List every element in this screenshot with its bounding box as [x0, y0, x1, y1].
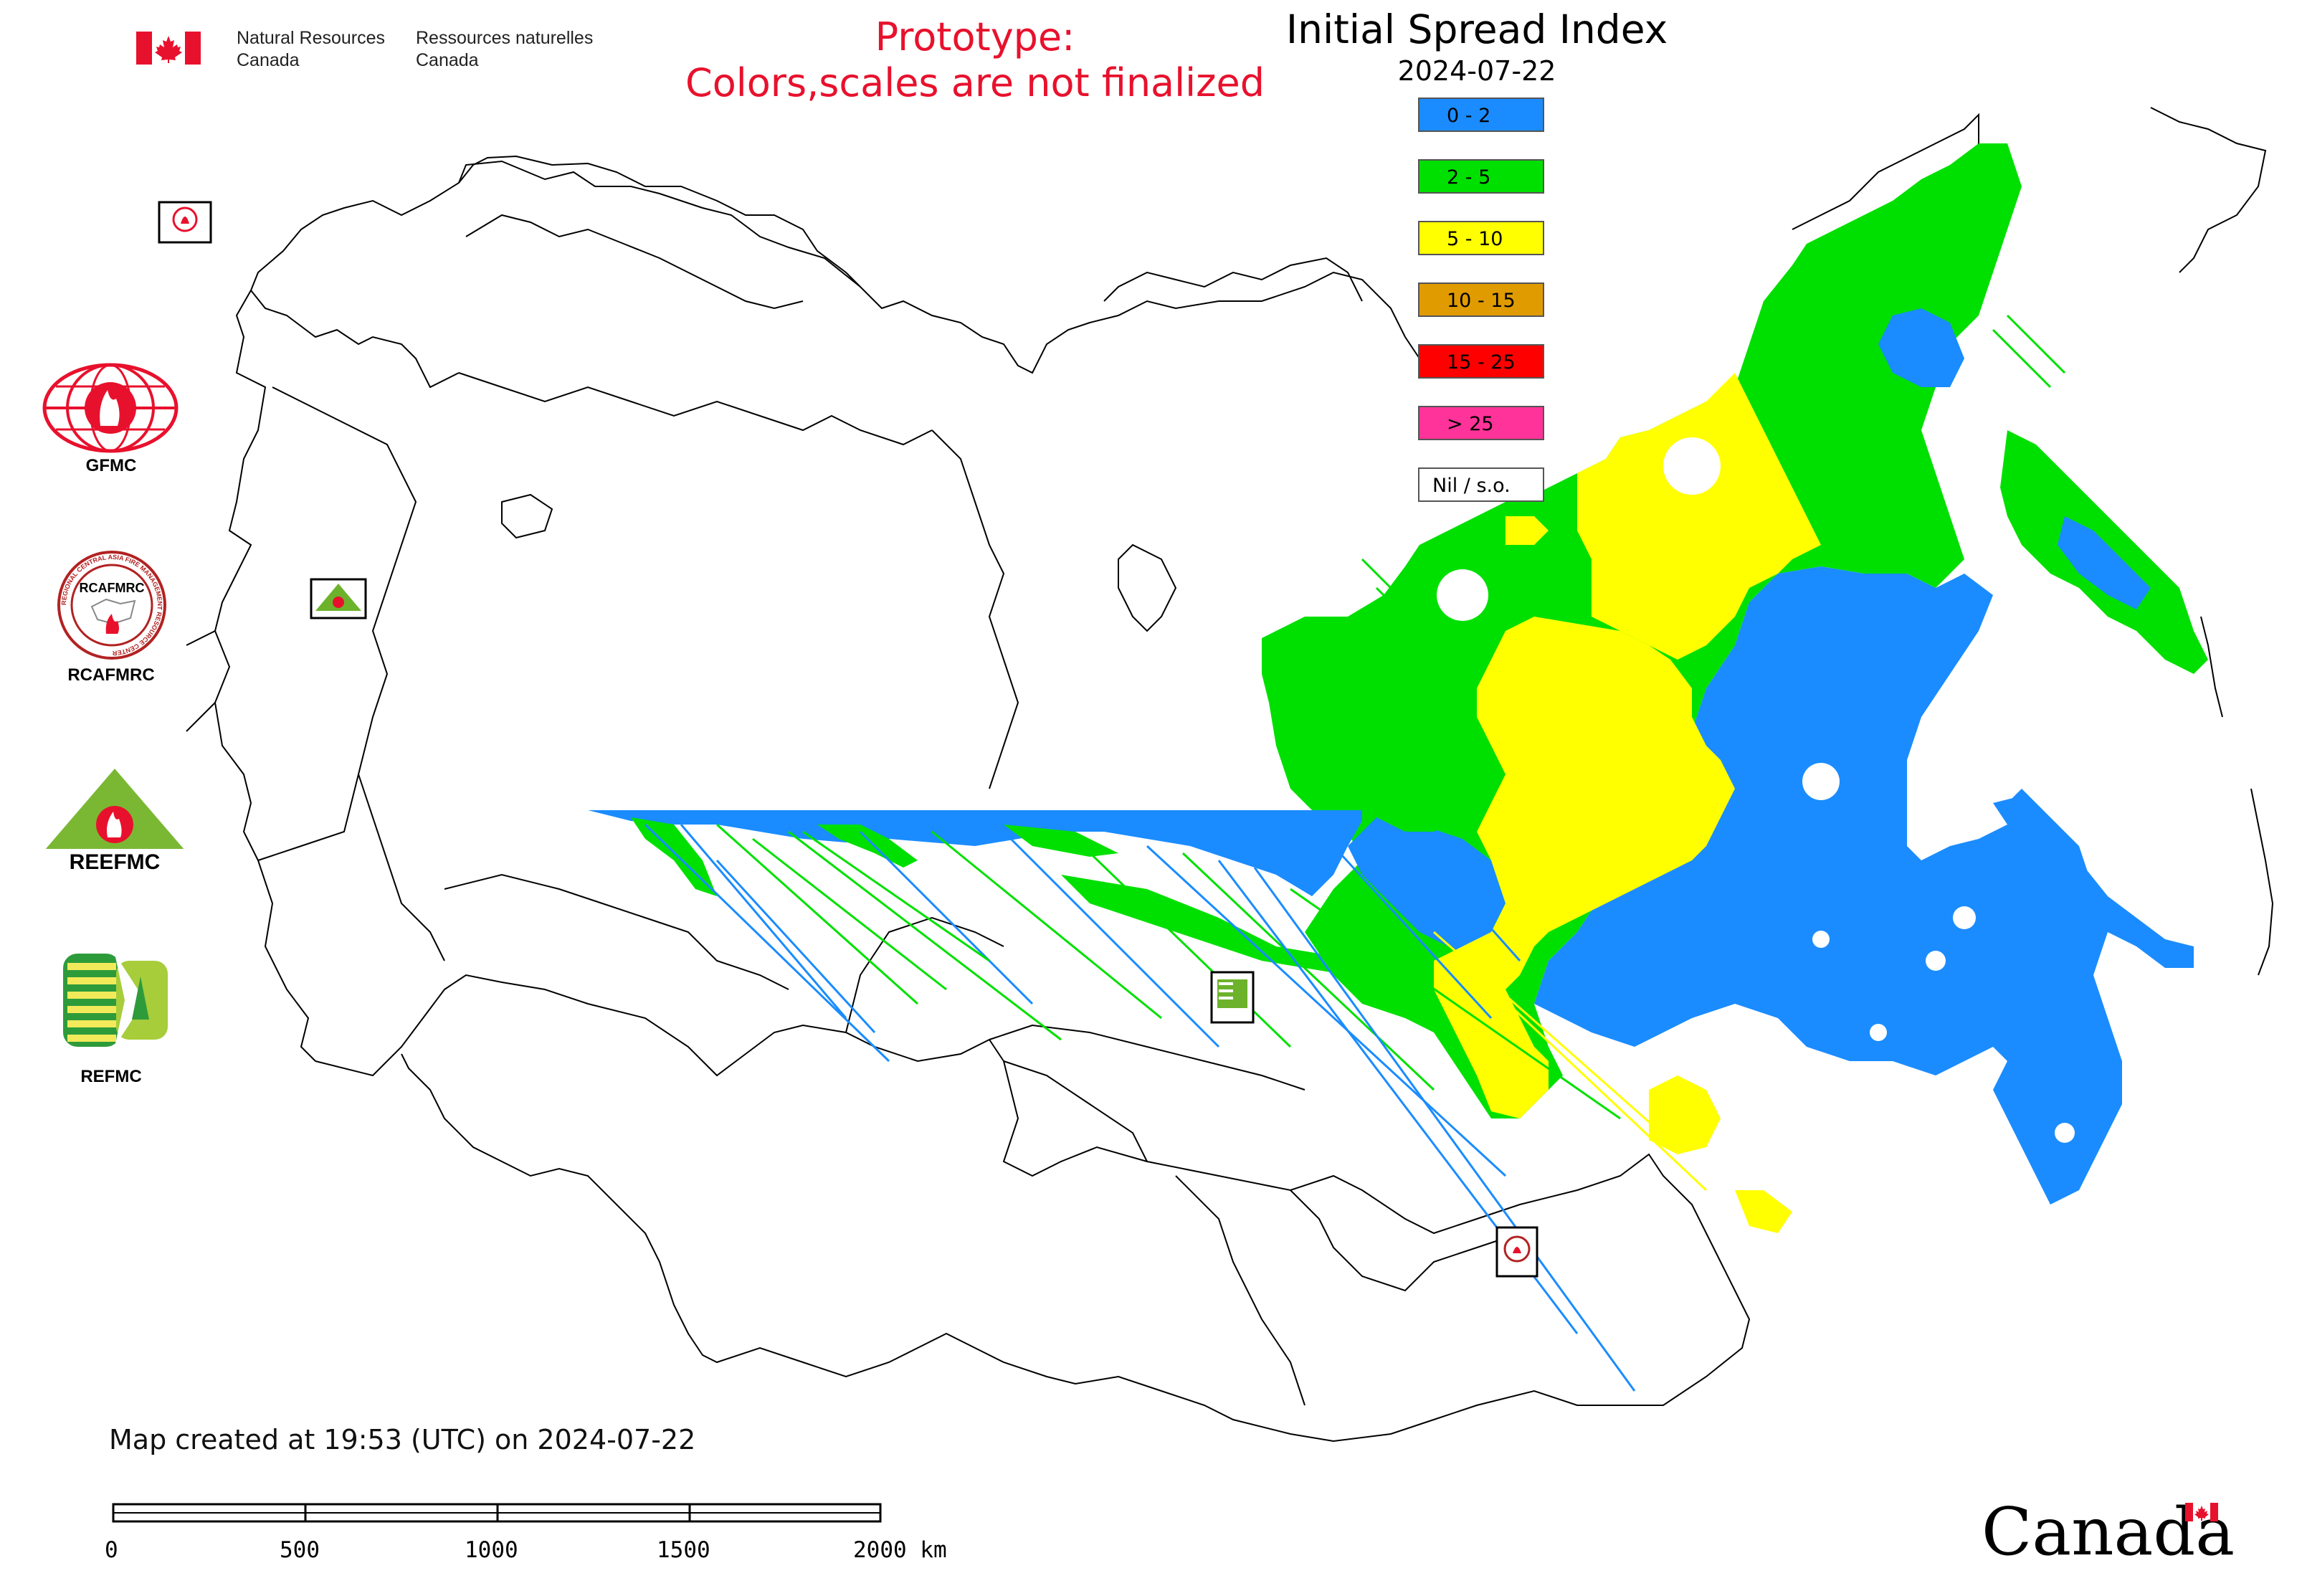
dept-en-line2: Canada — [237, 50, 300, 70]
isi-field-5-10 — [1735, 1190, 1792, 1233]
legend-label: 10 - 15 — [1447, 290, 1516, 312]
map-holes — [1437, 437, 2075, 1143]
legend-item-10-15: 10 - 15 — [1418, 282, 1544, 317]
dept-en-line1: Natural Resources — [237, 28, 386, 48]
marker-rcafmrc — [1495, 1226, 1538, 1278]
dept-fr-line1: Ressources naturelles — [416, 28, 594, 48]
internal-border — [458, 372, 933, 446]
legend-item-5-10: 5 - 10 — [1418, 221, 1544, 255]
streak-band — [1004, 825, 1118, 857]
gfmc-label: GFMC — [85, 456, 137, 475]
lake — [1118, 543, 1177, 632]
scale-bar-graphic — [112, 1503, 882, 1523]
streak-band — [631, 817, 717, 896]
prototype-notice: Prototype: Colors,scales are not finaliz… — [624, 14, 1326, 106]
legend-label: 5 - 10 — [1447, 228, 1503, 250]
internal-border — [444, 873, 789, 990]
legend-item-gt-25: > 25 — [1418, 406, 1544, 440]
isi-field-0-2 — [2058, 516, 2151, 609]
streak-band — [1061, 875, 1391, 975]
streak-band — [817, 825, 918, 868]
gfmc-logo-icon[interactable] — [42, 361, 179, 455]
reefmc-logo-icon[interactable]: REEFMC — [37, 766, 192, 873]
isi-field-0-2 — [1878, 308, 1964, 387]
streak-band — [588, 810, 1362, 896]
refmc-logo-icon[interactable] — [60, 946, 171, 1054]
internal-border — [931, 429, 1019, 789]
refmc-label: REFMC — [80, 1067, 142, 1086]
scale-label: 500 — [280, 1537, 320, 1563]
isi-field-0-2 — [1348, 817, 1506, 961]
lake — [501, 493, 553, 539]
northern-island — [1103, 257, 1363, 302]
isi-fields — [588, 143, 2208, 1392]
rcafmrc-label: RCAFMRC — [67, 665, 155, 685]
scale-label: 0 — [105, 1537, 118, 1563]
northern-coast — [458, 155, 861, 288]
scale-label: 2000 km — [853, 1537, 947, 1563]
isi-field-0-2 — [1534, 566, 2122, 1205]
scale-label: 1000 — [465, 1537, 518, 1563]
legend-label: Nil / s.o. — [1432, 475, 1511, 497]
map-created-timestamp: Map created at 19:53 (UTC) on 2024-07-22 — [109, 1424, 696, 1455]
rcafmrc-logo-icon[interactable]: REGIONAL CENTRAL ASIA FIRE MANAGEMENT RE… — [56, 549, 168, 661]
region-outline — [250, 160, 1420, 374]
internal-border — [250, 290, 460, 389]
isi-field-5-10 — [1506, 516, 1549, 545]
eastern-islands — [2250, 788, 2274, 976]
internal-border — [272, 386, 445, 961]
map-title: Initial Spread Index — [1285, 6, 1668, 52]
western-border — [214, 290, 316, 1062]
department-name-en: Natural Resources Canada — [237, 27, 385, 72]
legend-label: 0 - 2 — [1447, 105, 1491, 127]
streak-lines — [644, 314, 2066, 1392]
prototype-notice-line1: Prototype: — [875, 14, 1075, 60]
internal-border — [1003, 1060, 1148, 1162]
wordmark-flag-icon — [2185, 1503, 2218, 1521]
eastern-islands — [2200, 616, 2223, 718]
isi-field-5-10 — [1434, 617, 1735, 1118]
scale-label: 1500 — [657, 1537, 710, 1563]
canada-wordmark: Canada — [1982, 1493, 2235, 1572]
legend-item-0-2: 0 - 2 — [1418, 98, 1544, 132]
prototype-notice-line2: Colors,scales are not finalized — [685, 60, 1265, 105]
isi-streaks — [588, 314, 2066, 1392]
eastern-coast — [2150, 107, 2267, 273]
legend-item-nil: Nil / s.o. — [1418, 467, 1544, 502]
marker-refmc — [1210, 971, 1255, 1024]
legend: 0 - 2 2 - 5 5 - 10 10 - 15 15 - 25 > 25 … — [1418, 98, 1547, 513]
scale-bar: 0 500 1000 1500 2000 km — [105, 1503, 968, 1582]
marker-reefmc — [310, 578, 367, 619]
southern-border — [315, 974, 1751, 1443]
legend-label: 15 - 25 — [1447, 351, 1516, 374]
internal-border — [1290, 1189, 1521, 1292]
isi-field-2-5 — [1276, 602, 1477, 832]
internal-border — [257, 774, 359, 861]
legend-label: 2 - 5 — [1447, 166, 1491, 189]
peninsula — [465, 214, 804, 310]
reefmc-logo-text: REEFMC — [70, 850, 161, 873]
map-markers[interactable] — [158, 201, 1538, 1278]
rcafmrc-logo-text: RCAFMRC — [80, 581, 145, 595]
goc-signature: Natural Resources Canada Ressources natu… — [136, 26, 609, 76]
internal-border — [1175, 1175, 1305, 1406]
legend-label: > 25 — [1447, 413, 1494, 435]
isi-field-5-10 — [1649, 1075, 1721, 1154]
legend-item-2-5: 2 - 5 — [1418, 159, 1544, 194]
dept-fr-line2: Canada — [416, 50, 479, 70]
marker-gfmc — [158, 201, 212, 244]
internal-border — [186, 630, 216, 732]
internal-border — [989, 1024, 1305, 1091]
isi-field-0-2 — [1993, 796, 2194, 968]
map-date: 2024-07-22 — [1397, 55, 1556, 87]
isi-field-5-10 — [1577, 373, 1821, 660]
department-name-fr: Ressources naturelles Canada — [416, 27, 593, 72]
canada-flag-icon — [136, 32, 201, 65]
legend-item-15-25: 15 - 25 — [1418, 344, 1544, 379]
